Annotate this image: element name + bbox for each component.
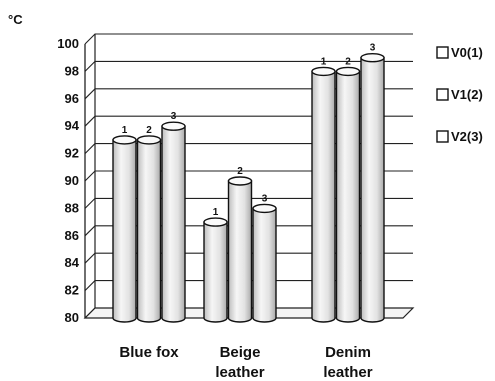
x-category-label: leather (323, 364, 372, 381)
x-category-label: leather (215, 364, 264, 381)
bar-top (112, 135, 137, 145)
bar-data-label: 1 (122, 125, 128, 136)
gridline (84, 280, 413, 291)
bar-data-label: 2 (237, 166, 243, 177)
bar (252, 207, 277, 323)
gridline (84, 252, 413, 264)
y-axis-unit-label: °C (8, 12, 23, 27)
chart-bars: 1 2 3 1 2 3 1 2 3 (112, 43, 385, 323)
bar-top (252, 203, 277, 214)
bar-top (136, 135, 162, 145)
bar (360, 57, 385, 323)
legend-label: V2(3) (451, 129, 483, 144)
y-tick-label: 96 (65, 91, 79, 106)
bar-data-label: 3 (171, 111, 177, 122)
bar-top (311, 66, 336, 77)
legend-swatch (436, 88, 449, 101)
y-tick-label: 82 (65, 283, 79, 298)
legend-label: V0(1) (451, 45, 483, 60)
bar-top (227, 176, 253, 186)
bar-data-label: 2 (345, 56, 351, 67)
bar-data-label: 3 (262, 193, 268, 204)
bar-top (335, 66, 361, 77)
y-tick-label: 90 (65, 173, 79, 188)
y-tick-label: 94 (65, 118, 80, 133)
gridline (84, 197, 413, 209)
bar (112, 139, 137, 323)
gridline (84, 307, 413, 319)
y-tick-label: 100 (57, 36, 79, 51)
bar (227, 180, 253, 323)
bar-top (360, 53, 385, 63)
bar (161, 125, 186, 323)
legend-swatch (436, 130, 449, 143)
bar (136, 139, 162, 323)
bar-top (161, 121, 186, 131)
gridline (84, 225, 413, 237)
gridline (84, 115, 413, 127)
y-tick-label: 98 (65, 63, 79, 78)
bar-data-label: 1 (213, 207, 219, 218)
y-tick-label: 84 (65, 255, 80, 270)
gridline (84, 33, 413, 45)
x-category-label: Blue fox (119, 344, 179, 361)
y-tick-label: 80 (65, 310, 79, 325)
gridline (84, 88, 413, 100)
bar-data-label: 3 (370, 43, 376, 54)
gridline (84, 143, 413, 154)
chart-legend: V0(1) V1(2) V2(3) (436, 45, 483, 144)
legend-swatch (436, 46, 449, 59)
gridline (84, 170, 413, 182)
x-category-label: Denim (325, 344, 371, 361)
bar (311, 70, 336, 323)
gridline (84, 60, 413, 72)
y-tick-label: 92 (65, 146, 79, 161)
bar (335, 70, 361, 323)
bar-top (203, 217, 228, 227)
bar-data-label: 1 (321, 56, 327, 67)
bar-data-label: 2 (146, 125, 152, 136)
bar (203, 221, 228, 323)
y-tick-label: 88 (65, 200, 79, 215)
y-tick-label: 86 (65, 228, 79, 243)
legend-label: V1(2) (451, 87, 483, 102)
x-category-label: Beige (220, 344, 261, 361)
